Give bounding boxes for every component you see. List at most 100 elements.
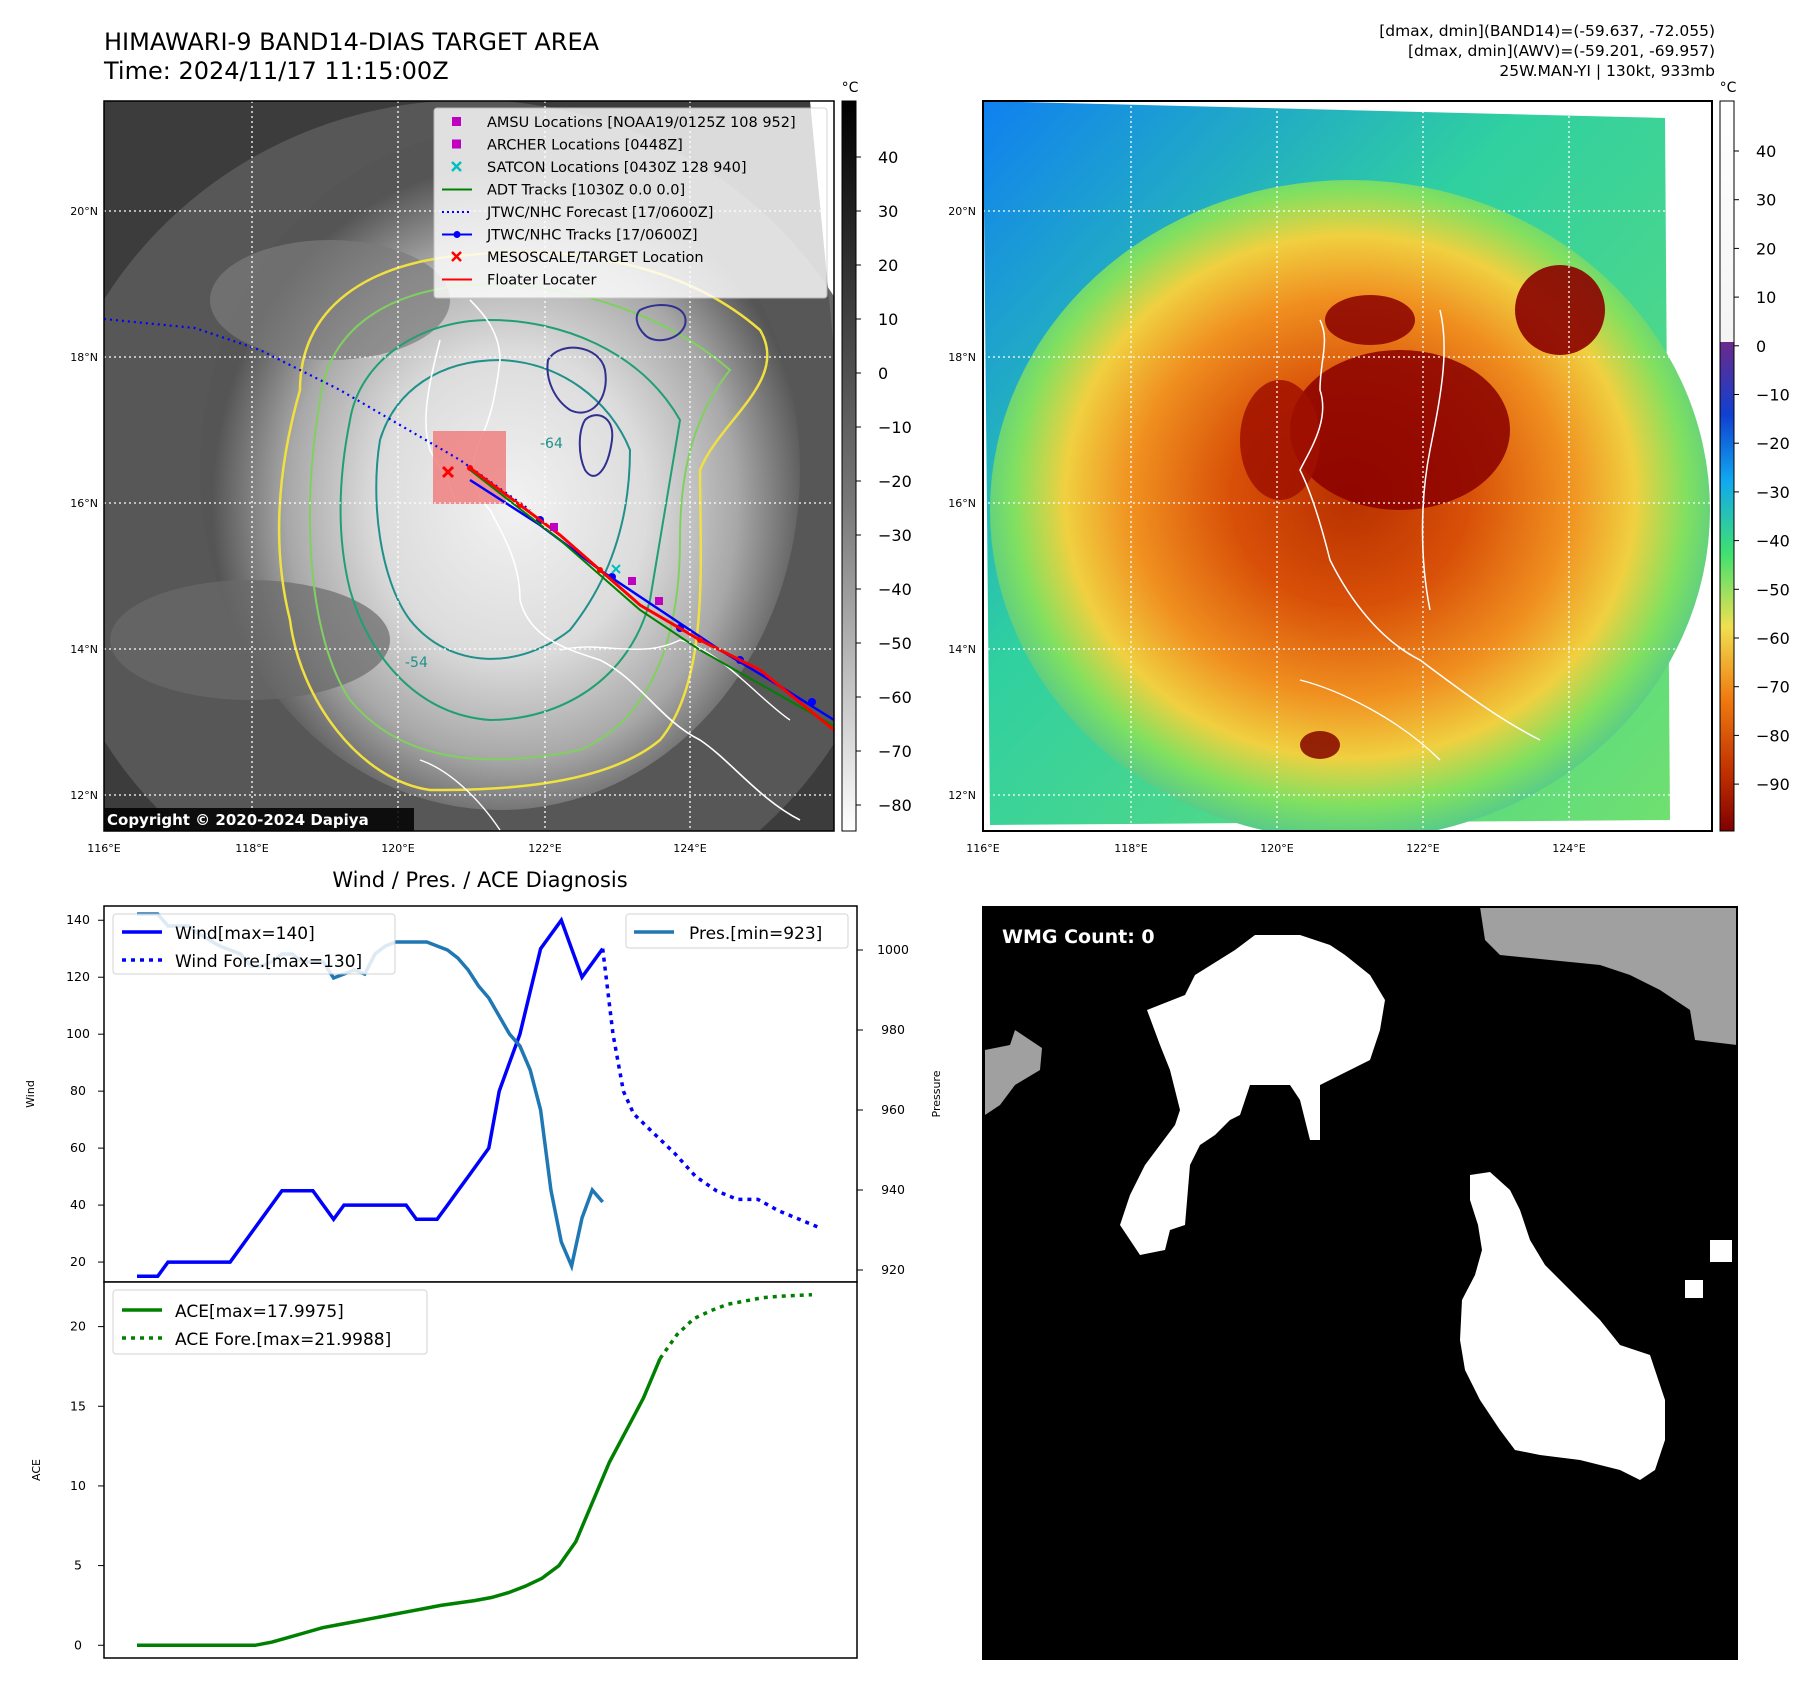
legend-wind-forecast: Wind Fore.[max=130] <box>175 952 362 972</box>
pressure-tick-label: 940 <box>881 1182 905 1197</box>
ir-map-frame <box>103 100 835 832</box>
colorbar-tick-label: 20 <box>878 256 898 275</box>
wind-tick-label: 40 <box>70 1197 86 1212</box>
colorbar-tick-label: −60 <box>1756 629 1790 648</box>
contour-label-64: -64 <box>540 436 563 452</box>
legend-pressure: Pres.[min=923] <box>689 924 822 944</box>
colorbar-tick-label: 0 <box>1756 337 1766 356</box>
awv-gridlines <box>983 101 1712 831</box>
lon-tick-label: 116°E <box>966 842 999 855</box>
colorbar-tick-label: −30 <box>878 526 912 545</box>
colorbar-tick-label: 0 <box>878 364 888 383</box>
ace-tick-label: 5 <box>74 1558 82 1573</box>
info-storm: 25W.MAN-YI | 130kt, 933mb <box>1499 62 1715 80</box>
legend-marker <box>452 139 461 149</box>
colorbar-tick-label: 30 <box>878 202 898 221</box>
colorbar-tick-label: −60 <box>878 688 912 707</box>
legend-ace-forecast: ACE Fore.[max=21.9988] <box>175 1330 391 1350</box>
lon-tick-label: 118°E <box>1114 842 1147 855</box>
lat-tick-label: 14°N <box>70 643 98 656</box>
legend-marker <box>452 117 461 126</box>
awv-map-panel <box>982 100 1713 832</box>
wind-tick-label: 20 <box>70 1254 86 1269</box>
lon-tick-label: 116°E <box>87 842 120 855</box>
colorbar-tick-label: −80 <box>878 796 912 815</box>
pressure-tick-label: 980 <box>881 1022 905 1037</box>
legend-item: MESOSCALE/TARGET Location <box>451 250 704 266</box>
awv-map-frame <box>982 100 1713 832</box>
lat-tick-label: 12°N <box>948 789 976 802</box>
lat-tick-label: 12°N <box>70 789 98 802</box>
legend-label: JTWC/NHC Forecast [17/0600Z] <box>486 205 713 221</box>
lat-tick-label: 18°N <box>70 351 98 364</box>
lon-tick-label: 120°E <box>1260 842 1293 855</box>
colorbar-tick-label: −30 <box>1756 483 1790 502</box>
colorbar-tick-label: −70 <box>878 742 912 761</box>
colorbar-tick-label: 20 <box>1756 239 1776 258</box>
colorbar-tick-label: −20 <box>1756 434 1790 453</box>
colorbar-tick-label: 30 <box>1756 191 1776 210</box>
legend-label: JTWC/NHC Tracks [17/0600Z] <box>486 228 698 244</box>
colorbar-tick-label: −90 <box>1756 775 1790 794</box>
chart-title: HIMAWARI-9 BAND14-DIAS TARGET AREA <box>104 28 600 56</box>
pressure-tick-label: 920 <box>881 1262 905 1277</box>
pressure-tick-label: 1000 <box>877 942 909 957</box>
colorbar-tick-label: −20 <box>878 472 912 491</box>
diagnosis-title: Wind / Pres. / ACE Diagnosis <box>332 868 627 892</box>
colorbar-tick-label: −40 <box>1756 532 1790 551</box>
lon-tick-label: 120°E <box>381 842 414 855</box>
colorbar-tick-label: 40 <box>878 148 898 167</box>
copyright-label: Copyright © 2020-2024 Dapiya <box>107 811 369 829</box>
lon-tick-label: 124°E <box>1552 842 1585 855</box>
ace-series-line <box>137 1357 662 1648</box>
wind-tick-label: 120 <box>66 969 90 984</box>
legend-item: ADT Tracks [1030Z 0.0 0.0] <box>442 183 685 199</box>
chart-time: Time: 2024/11/17 11:15:00Z <box>104 57 449 85</box>
colorbar-tick-label: −70 <box>1756 678 1790 697</box>
legend-label: SATCON Locations [0430Z 128 940] <box>487 160 746 176</box>
wmg-count-label: WMG Count: 0 <box>1002 926 1155 948</box>
wind-tick-label: 60 <box>70 1140 86 1155</box>
wind-tick-label: 100 <box>66 1026 90 1041</box>
wind-pressure-chart: Wind / Pres. / ACE Diagnosis 20 40 60 80 100… <box>24 868 943 1283</box>
legend-label: MESOSCALE/TARGET Location <box>487 250 704 266</box>
contour-label-54: -54 <box>405 655 428 671</box>
legend-label: AMSU Locations [NOAA19/0125Z 108 952] <box>487 115 796 131</box>
legend-item: SATCON Locations [0430Z 128 940] <box>451 160 746 176</box>
wind-series-line <box>137 916 605 1279</box>
info-awv: [dmax, dmin](AWV)=(-59.201, -69.957) <box>1408 42 1715 60</box>
colorbar-tick-label: −10 <box>1756 386 1790 405</box>
lat-tick-label: 18°N <box>948 351 976 364</box>
legend-item: JTWC/NHC Tracks [17/0600Z] <box>442 228 698 244</box>
colorbar-tick-label: −10 <box>878 418 912 437</box>
colorbar-tick-label: 40 <box>1756 142 1776 161</box>
target-location-marker <box>441 465 455 479</box>
legend-item: ARCHER Locations [0448Z] <box>452 138 683 154</box>
lat-tick-label: 20°N <box>948 205 976 218</box>
legend-item: JTWC/NHC Forecast [17/0600Z] <box>442 205 713 221</box>
ir-colorbar: 40 30 20 10 0 −10 −20 −30 −40 −50 −60 −70 −80 °C <box>841 80 912 832</box>
legend-item: Floater Locater <box>442 273 596 289</box>
awv-colorbar: 40 30 20 10 0 −10 −20 −30 −40 −50 −60 −70 −80 −90 °C <box>1719 80 1790 832</box>
wmg-panel: WMG Count: 0 <box>982 906 1738 1660</box>
ace-axis-label: ACE <box>30 1459 43 1481</box>
legend-item: AMSU Locations [NOAA19/0125Z 108 952] <box>452 115 796 131</box>
awv-colorbar-unit: °C <box>1720 80 1737 96</box>
pressure-tick-label: 960 <box>881 1102 905 1117</box>
legend-label: ADT Tracks [1030Z 0.0 0.0] <box>487 183 685 199</box>
lat-tick-label: 16°N <box>948 497 976 510</box>
colorbar-tick-label: −50 <box>1756 580 1790 599</box>
lat-tick-label: 16°N <box>70 497 98 510</box>
wind-forecast-series-line <box>600 948 821 1230</box>
ace-tick-label: 20 <box>70 1319 86 1334</box>
legend-label: Floater Locater <box>487 273 596 289</box>
lon-tick-label: 122°E <box>1406 842 1439 855</box>
info-band14: [dmax, dmin](BAND14)=(-59.637, -72.055) <box>1379 22 1715 40</box>
legend-wind: Wind[max=140] <box>175 924 315 944</box>
lat-tick-label: 20°N <box>70 205 98 218</box>
legend-label: ARCHER Locations [0448Z] <box>487 138 683 154</box>
colorbar-tick-label: −50 <box>878 634 912 653</box>
map-tick-labels: 116°E 116°E 118°E 118°E 120°E 120°E 122°E 122°E… <box>70 205 1586 855</box>
colorbar-tick-label: 10 <box>878 310 898 329</box>
lon-tick-label: 124°E <box>673 842 706 855</box>
